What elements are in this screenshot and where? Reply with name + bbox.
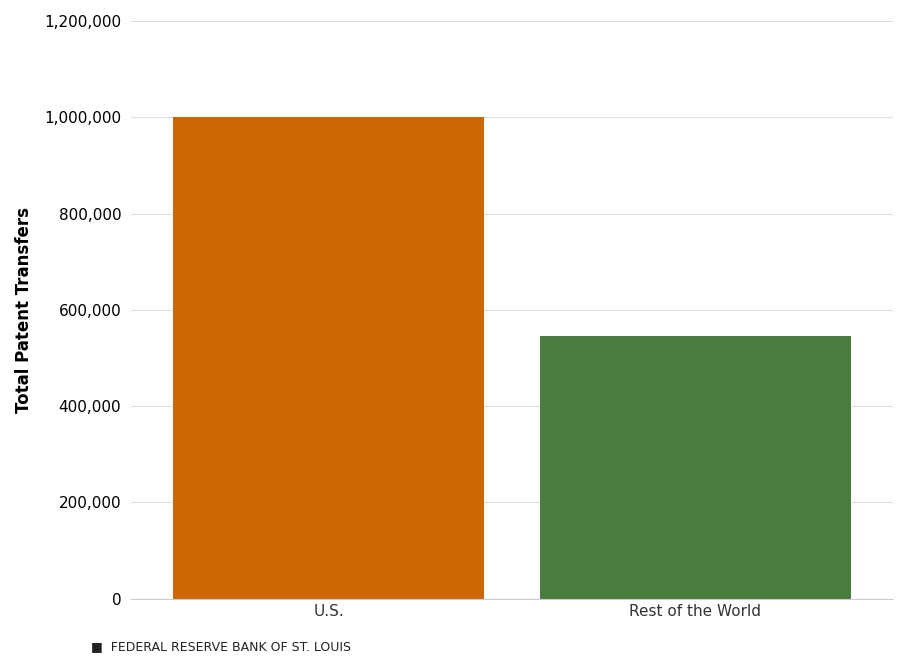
Bar bbox=[173, 117, 484, 599]
Y-axis label: Total Patent Transfers: Total Patent Transfers bbox=[15, 207, 33, 413]
Text: ■  FEDERAL RESERVE BANK OF ST. LOUIS: ■ FEDERAL RESERVE BANK OF ST. LOUIS bbox=[91, 640, 350, 653]
Bar bbox=[540, 337, 851, 599]
